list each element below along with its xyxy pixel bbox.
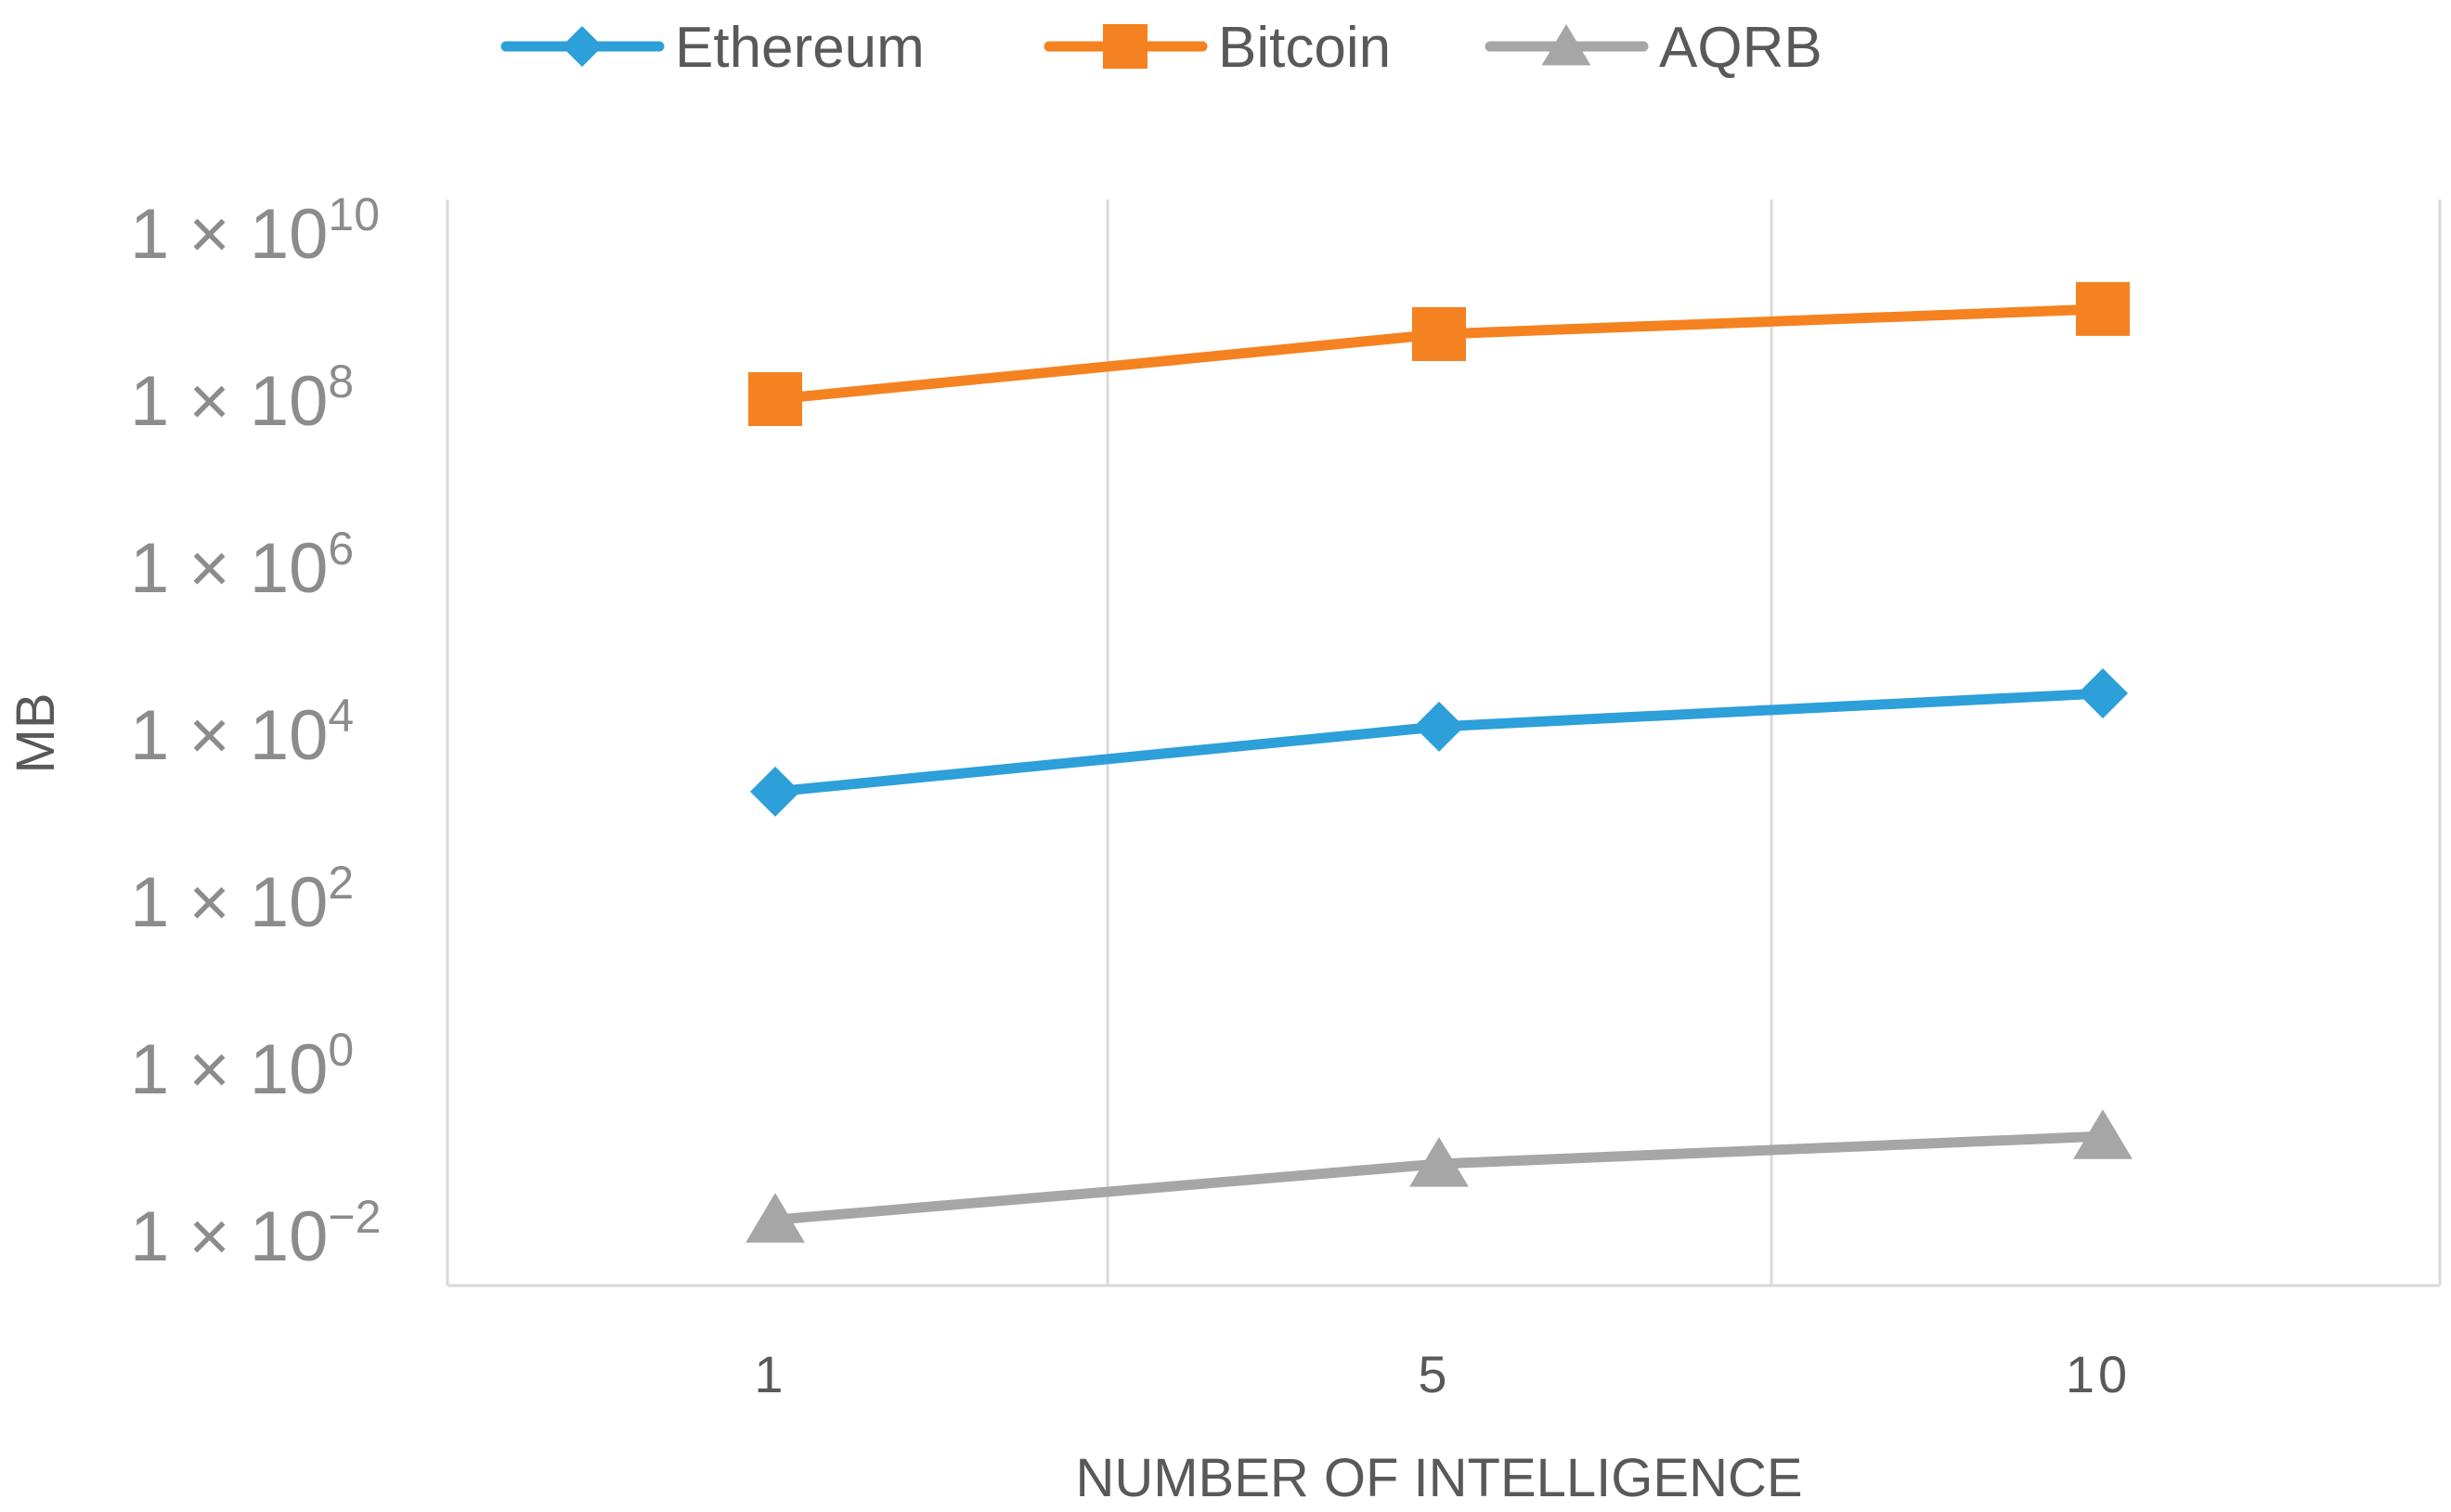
legend-label: Bitcoin <box>1218 16 1391 80</box>
series-aqrb <box>746 1109 2133 1243</box>
x-tick-label: 5 <box>1418 1345 1450 1403</box>
legend-item-aqrb: AQRB <box>1485 16 1822 80</box>
x-tick-label: 1 <box>754 1345 786 1403</box>
data-point <box>2078 668 2128 719</box>
data-point <box>1412 306 1466 361</box>
data-point <box>1414 701 1464 752</box>
y-tick-exponent: 6 <box>328 523 354 575</box>
data-point <box>2076 281 2130 336</box>
y-tick-exponent: 8 <box>328 355 354 407</box>
legend: Ethereum Bitcoin AQRB <box>500 16 1822 80</box>
y-tick-label: 1 × 1010 <box>130 188 380 274</box>
data-point <box>748 372 802 426</box>
y-tick-label: 1 × 106 <box>130 523 354 608</box>
y-tick-label: 1 × 102 <box>130 857 354 942</box>
legend-label: Ethereum <box>675 16 925 80</box>
x-axis-ticks: 1 5 10 <box>754 1345 2131 1403</box>
y-tick-exponent: 2 <box>328 857 354 909</box>
data-point <box>2073 1109 2133 1159</box>
x-tick-label: 10 <box>2066 1345 2131 1403</box>
y-tick-base: 1 × 10 <box>130 863 328 942</box>
series-ethereum <box>750 668 2128 817</box>
data-point <box>746 1193 805 1243</box>
y-tick-base: 1 × 10 <box>130 362 328 441</box>
y-tick-exponent: 10 <box>328 188 380 240</box>
legend-item-ethereum: Ethereum <box>500 16 925 80</box>
y-tick-exponent: 4 <box>328 690 354 742</box>
y-tick-label: 1 × 108 <box>130 355 354 441</box>
y-tick-base: 1 × 10 <box>130 529 328 608</box>
data-point <box>750 766 800 817</box>
y-tick-exponent: 0 <box>328 1024 354 1076</box>
legend-marker <box>1103 24 1148 69</box>
gridlines <box>446 200 2442 1287</box>
x-axis-title: NUMBER OF INTELLIGENCE <box>1075 1448 1802 1508</box>
legend-marker <box>1541 24 1591 66</box>
y-tick-label: 1 × 104 <box>130 690 354 775</box>
legend-label: AQRB <box>1659 16 1822 80</box>
y-tick-base: 1 × 10 <box>130 1030 328 1109</box>
y-tick-base: 1 × 10 <box>130 1197 328 1276</box>
plot-area <box>746 281 2133 1243</box>
data-point <box>1409 1136 1469 1187</box>
y-tick-label: 1 × 100 <box>130 1024 354 1109</box>
legend-item-bitcoin: Bitcoin <box>1044 16 1391 80</box>
legend-marker <box>562 26 603 67</box>
y-tick-base: 1 × 10 <box>130 696 328 775</box>
y-tick-exponent: −2 <box>328 1191 381 1243</box>
series-bitcoin <box>748 281 2130 426</box>
y-tick-label: 1 × 10−2 <box>130 1191 381 1276</box>
y-axis-title: MB <box>6 693 66 774</box>
y-tick-base: 1 × 10 <box>130 195 328 274</box>
